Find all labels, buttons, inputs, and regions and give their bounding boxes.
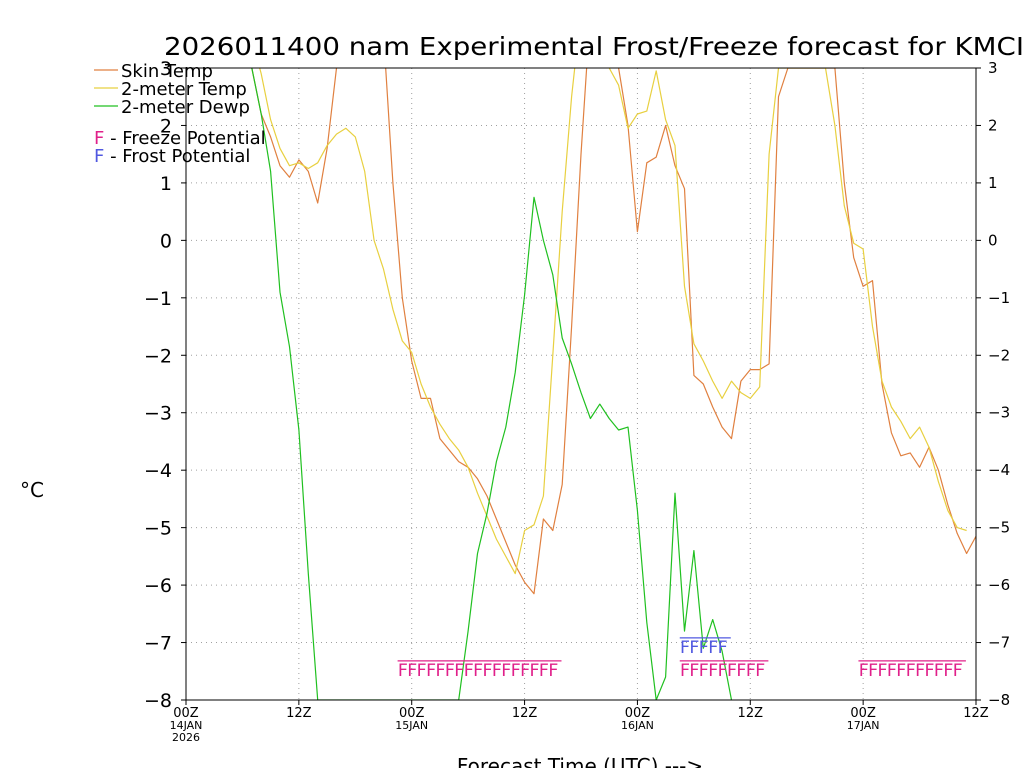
y-axis-label: °C [20, 478, 44, 502]
frost-potential-marker: F [699, 638, 709, 658]
grid [186, 68, 976, 700]
y-tick-label-left: −4 [144, 460, 172, 482]
freeze-potential-marker: F [482, 661, 492, 681]
potential-markers: F F F F F F F F F F F F F F F F F F F F F F F F F F F F F F F F F F F F FF F F… [397, 637, 966, 681]
freeze-potential-marker: F [934, 661, 944, 681]
y-tick-label-left: −3 [144, 403, 172, 425]
x-tick-label: 12Z [963, 706, 989, 721]
freeze-potential-marker: F [727, 661, 737, 681]
freeze-potential-marker: F [708, 661, 718, 681]
y-tick-label-right: 1 [988, 174, 998, 192]
y-tick-label-left: −2 [144, 345, 172, 367]
freeze-potential-marker: F [416, 661, 426, 681]
x-tick-label: 12Z [286, 706, 312, 721]
freeze-potential-marker: F [426, 661, 436, 681]
freeze-potential-marker: F [520, 661, 530, 681]
frost-potential-marker: F [680, 638, 690, 658]
freeze-potential-marker: F [445, 661, 455, 681]
freeze-potential-marker: F [539, 661, 549, 681]
x-axis-label: Forecast Time (UTC) ---> [457, 754, 703, 768]
frost-potential-marker: F [708, 638, 718, 658]
freeze-potential-marker: F [510, 661, 520, 681]
freeze-potential-marker: F [529, 661, 539, 681]
freeze-potential-marker: F [877, 661, 887, 681]
y-tick-label-right: −2 [988, 346, 1010, 364]
legend-label: Skin Temp [121, 61, 213, 82]
y-tick-label-left: 0 [160, 230, 172, 252]
x-tick-label: 00Z [173, 706, 199, 721]
y-tick-label-left: 2 [160, 115, 172, 137]
freeze-potential-marker: F [454, 661, 464, 681]
y-tick-label-right: 0 [988, 231, 998, 249]
freeze-potential-marker: F [924, 661, 934, 681]
series-line-skin-temp [251, 68, 976, 595]
freeze-potential-marker: F [943, 661, 953, 681]
y-tick-label-right: 2 [988, 116, 998, 134]
y-tick-label-right: −6 [988, 576, 1010, 594]
freeze-potential-marker: F [736, 661, 746, 681]
freeze-potential-marker: F [896, 661, 906, 681]
freeze-potential-marker: F [755, 661, 765, 681]
freeze-potential-marker: F [905, 661, 915, 681]
x-tick-label: 2026 [172, 731, 200, 744]
freeze-potential-marker: F [398, 661, 408, 681]
chart-title: 2026011400 nam Experimental Frost/Freeze… [164, 32, 1024, 61]
y-tick-label-right: −4 [988, 461, 1010, 479]
y-tick-label-left: −8 [144, 690, 172, 712]
freeze-potential-marker: F [407, 661, 417, 681]
freeze-potential-marker: F [699, 661, 709, 681]
x-tick-label: 12Z [512, 706, 538, 721]
y-tick-label-right: −1 [988, 289, 1010, 307]
x-tick-label: 12Z [738, 706, 764, 721]
freeze-potential-marker: F [858, 661, 868, 681]
freeze-potential-marker: F [887, 661, 897, 681]
freeze-potential-marker: F [689, 661, 699, 681]
freeze-potential-marker: F [492, 661, 502, 681]
x-tick-label: 16JAN [621, 719, 654, 732]
freeze-potential-marker: F [717, 661, 727, 681]
series-line-2-meter-temp [259, 68, 967, 575]
freeze-potential-marker: F [548, 661, 558, 681]
y-tick-label-right: 3 [988, 59, 998, 77]
frost-potential-marker: F [717, 638, 727, 658]
plot-frame [185, 67, 977, 701]
y-tick-label-left: −6 [144, 575, 172, 597]
legend-label: 2-meter Dewp [121, 97, 250, 118]
y-tick-label-left: −7 [144, 633, 172, 655]
x-tick-label: 15JAN [395, 719, 428, 732]
y-tick-label-left: −1 [144, 288, 172, 310]
x-tick-label: 14JAN [170, 719, 203, 732]
y-tick-label-left: −5 [144, 518, 172, 540]
potential-legend-entry: F - Frost Potential [94, 146, 250, 167]
freeze-potential-marker: F [868, 661, 878, 681]
x-tick-label: 00Z [625, 706, 651, 721]
freeze-potential-marker: F [435, 661, 445, 681]
frost-potential-marker: F [689, 638, 699, 658]
y-tick-label-right: −8 [988, 691, 1010, 709]
y-tick-label-right: −5 [988, 519, 1010, 537]
freeze-potential-marker: F [915, 661, 925, 681]
y-tick-label-right: −7 [988, 634, 1010, 652]
series-lines [251, 68, 976, 700]
series-line-2-meter-dewp [251, 68, 733, 700]
ticks: 3 3 2 2 1 1 0 0 −1 −1 −2 −2 −3 −3 −4 −4 −5 −5 −6 −6 −7 −7 −8 −8… [144, 58, 1010, 744]
x-tick-label: 17JAN [847, 719, 880, 732]
freeze-potential-marker: F [501, 661, 511, 681]
y-tick-label-right: −3 [988, 404, 1010, 422]
freeze-potential-marker: F [473, 661, 483, 681]
x-tick-label: 00Z [399, 706, 425, 721]
x-tick-label: 00Z [850, 706, 876, 721]
freeze-potential-marker: F [952, 661, 962, 681]
legend-label: 2-meter Temp [121, 79, 247, 100]
y-tick-label-left: 3 [160, 58, 172, 80]
potential-legend-entry: F - Freeze Potential [94, 128, 266, 149]
freeze-potential-marker: F [463, 661, 473, 681]
freeze-potential-marker: F [746, 661, 756, 681]
y-tick-label-left: 1 [160, 173, 172, 195]
freeze-potential-marker: F [680, 661, 690, 681]
